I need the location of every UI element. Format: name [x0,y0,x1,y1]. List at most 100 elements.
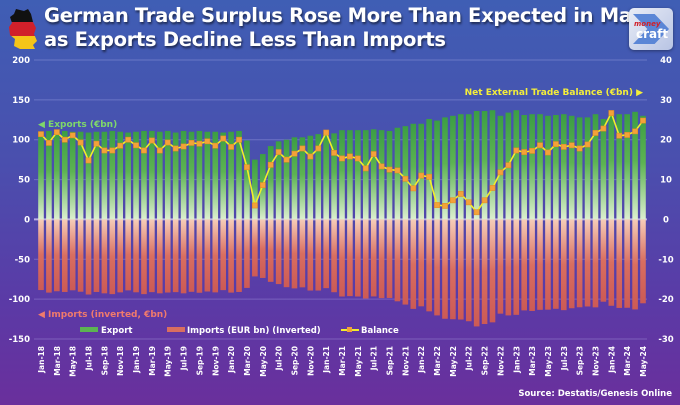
legend-swatch-balance-marker [347,327,352,332]
chart-title: German Trade Surplus Rose More Than Expe… [44,4,644,52]
import-bar [275,219,282,285]
export-bar [172,132,179,220]
balance-marker [61,136,68,143]
export-bar [370,129,377,220]
balance-marker [212,142,219,149]
import-bar [61,219,68,292]
import-bar [362,219,369,299]
balance-marker [624,132,631,138]
import-bar [117,219,124,293]
export-bar [133,131,139,220]
balance-marker [370,151,377,157]
export-bar [196,130,203,220]
import-bar [537,219,543,310]
export-bar [497,115,504,220]
x-axis-tick: May-24 [639,346,648,377]
legend-swatch-export [80,327,98,332]
legend-label-imports: Imports (EUR bn) (Inverted) [187,326,321,336]
x-axis-tick: May-18 [69,346,78,377]
balance-marker [537,142,543,149]
x-axis-tick: Jan-23 [512,346,521,374]
right-axis-tick: 20 [660,136,672,146]
balance-marker [442,203,448,209]
import-bar [418,219,425,307]
balance-marker [529,148,535,154]
balance-marker [592,130,599,136]
import-bar [545,219,551,310]
balance-marker [434,202,440,208]
balance-marker [339,155,345,162]
balance-marker [632,128,638,135]
import-bar [505,219,512,316]
import-bar [355,219,361,297]
source-note: Source: Destatis/Genesis Online [518,389,672,399]
import-bar [164,219,171,293]
import-bar [568,219,575,309]
import-bar [244,219,250,288]
balance-marker [77,139,84,146]
right-axis-tick: 30 [660,96,672,106]
balance-marker [172,145,179,152]
left-axis-tick: -50 [15,255,30,265]
import-bar [521,219,527,311]
export-bar [386,130,393,220]
import-bar [69,219,76,291]
export-bar [157,131,163,220]
title-line-2: as Exports Decline Less Than Imports [44,28,446,51]
export-bar [513,110,520,220]
balance-marker [616,132,623,139]
balance-marker [69,132,76,139]
import-bar [125,219,131,291]
export-bar [236,130,242,220]
export-bar [545,115,551,220]
x-axis-tick: Mar-21 [338,346,347,376]
left-axis-tick: 0 [24,215,30,225]
import-bar [252,219,258,277]
import-bar [259,219,266,278]
x-axis-tick: Mar-19 [148,346,157,376]
x-axis-tick: May-20 [259,346,268,377]
import-bar [616,219,623,308]
right-axis-tick: 0 [663,215,669,225]
import-bar [513,219,520,315]
left-axis-tick: 150 [12,96,30,106]
balance-marker [584,141,591,148]
x-axis-tick: Jul-20 [275,346,284,371]
balance-marker [315,145,322,152]
import-bar [600,219,607,302]
export-bar [180,130,187,220]
import-bar [553,219,559,309]
export-bar [624,114,630,220]
balance-marker [418,172,425,179]
legend-swatch-imports [167,327,185,332]
export-bar [600,118,607,220]
export-bar [228,131,234,220]
balance-marker [267,161,274,168]
export-bar [46,130,52,220]
export-bar [141,130,147,220]
export-bar [537,114,543,220]
export-bar [402,126,409,220]
balance-marker [53,129,60,135]
export-bar [291,137,298,220]
balance-marker [323,129,330,136]
export-bar [220,132,226,220]
balance-marker [608,110,615,116]
x-axis-tick: May-21 [354,346,363,377]
balance-marker [283,156,290,163]
export-bar [117,131,124,220]
export-bar [204,131,211,220]
import-bar [101,219,108,294]
x-axis-tick: Jul-22 [465,346,474,371]
logo-text-top: money [634,20,661,28]
import-bar [291,219,298,289]
export-bar [275,141,282,220]
import-bar [497,219,504,314]
export-bar [61,130,68,220]
import-bar [386,219,393,298]
x-axis-tick: Mar-23 [528,346,537,376]
balance-marker [133,142,139,149]
x-axis-tick: Sep-20 [290,346,299,375]
balance-marker [188,140,195,146]
